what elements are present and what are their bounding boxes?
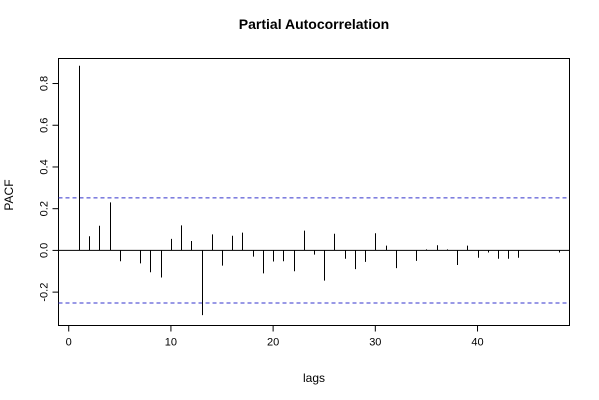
y-tick-label-0.6: 0.6 bbox=[39, 118, 51, 133]
y-tick-label-0: 0.0 bbox=[39, 243, 51, 258]
plot-frame bbox=[58, 58, 570, 326]
x-tick-label-40: 40 bbox=[471, 337, 483, 349]
chart-title: Partial Autocorrelation bbox=[239, 16, 389, 32]
plot-layer bbox=[58, 65, 570, 316]
y-tick-label--0.2: -0.2 bbox=[39, 283, 51, 302]
y-axis-label: PACF bbox=[2, 179, 16, 210]
x-tick-label-0: 0 bbox=[66, 337, 72, 349]
y-tick-label-0.4: 0.4 bbox=[39, 159, 51, 174]
x-tick-label-20: 20 bbox=[267, 337, 279, 349]
x-tick-label-10: 10 bbox=[165, 337, 177, 349]
y-tick-label-0.8: 0.8 bbox=[39, 76, 51, 91]
x-axis-label: lags bbox=[303, 371, 325, 385]
axis-layer: 0 10 20 30 40 -0.2 0.0 0.2 0.4 0.6 0.8 bbox=[39, 76, 484, 349]
x-tick-label-30: 30 bbox=[369, 337, 381, 349]
y-tick-label-0.2: 0.2 bbox=[39, 201, 51, 216]
